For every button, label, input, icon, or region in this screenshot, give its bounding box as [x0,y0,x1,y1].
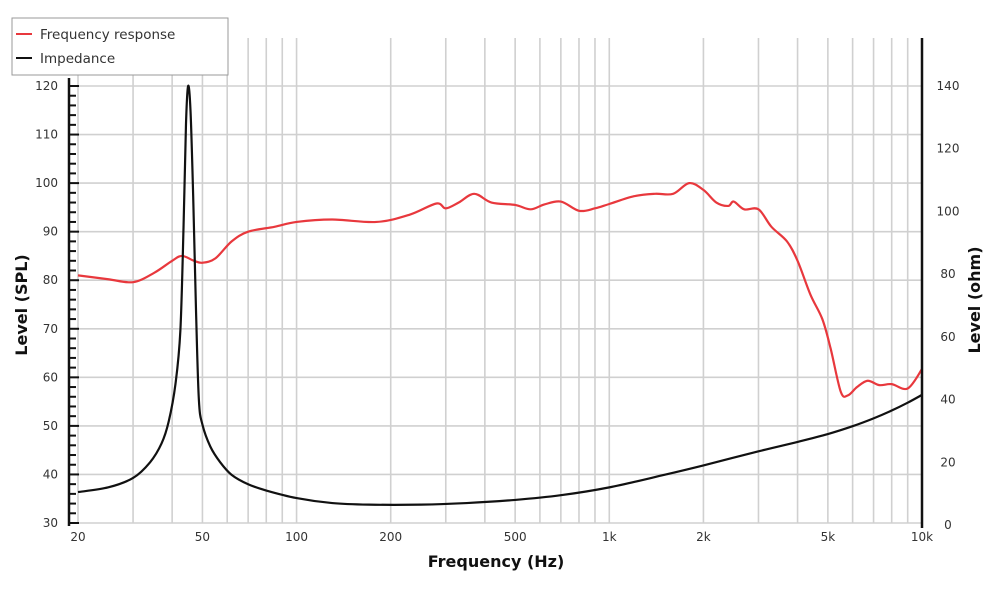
y-tick-label: 80 [43,273,58,287]
tick-labels: 20 50 100 200 500 1k 2k 5k 10k304050607080901001… [35,79,959,544]
legend-label-impedance: Impedance [40,51,115,67]
y2-tick-label: 140 [937,79,960,93]
x-tick-label: 20 [70,530,85,544]
legend-box [11,17,229,76]
y2-tick-label: 100 [937,204,960,218]
x-tick-label: 200 [379,530,402,544]
y-axis-label: Level (SPL) [12,254,31,355]
series-layer [77,84,923,506]
y2-axis-label: Level (ohm) [965,246,984,353]
x-tick-label: 1k [602,530,617,544]
x-tick-label: 500 [504,530,527,544]
y-tick-label: 30 [43,516,58,530]
x-tick-label: 100 [285,530,308,544]
y2-tick-label: 60 [940,330,955,344]
y2-tick-label: 20 [940,455,955,469]
x-tick-label: 10k [911,530,933,544]
y-tick-label: 50 [43,419,58,433]
y2-tick-label: 40 [940,393,955,407]
axes [67,38,924,528]
y2-tick-label: 0 [944,518,952,532]
legend: Frequency response Impedance [11,17,229,76]
y2-tick-label: 120 [937,142,960,156]
x-axis-label: Frequency (Hz) [428,552,565,571]
y-tick-label: 70 [43,322,58,336]
y-tick-label: 100 [35,176,58,190]
grid [70,38,923,524]
y-tick-label: 90 [43,225,58,239]
x-tick-label: 5k [821,530,836,544]
y-tick-label: 110 [35,128,58,142]
x-tick-label: 2k [696,530,711,544]
x-tick-label: 50 [195,530,210,544]
series-line-impedance [77,84,923,506]
y-tick-label: 120 [35,79,58,93]
series-line-frequency-response [77,181,923,398]
y-tick-label: 60 [43,370,58,384]
y-tick-label: 40 [43,467,58,481]
y2-tick-label: 80 [940,267,955,281]
legend-label-frequency-response: Frequency response [40,27,175,43]
